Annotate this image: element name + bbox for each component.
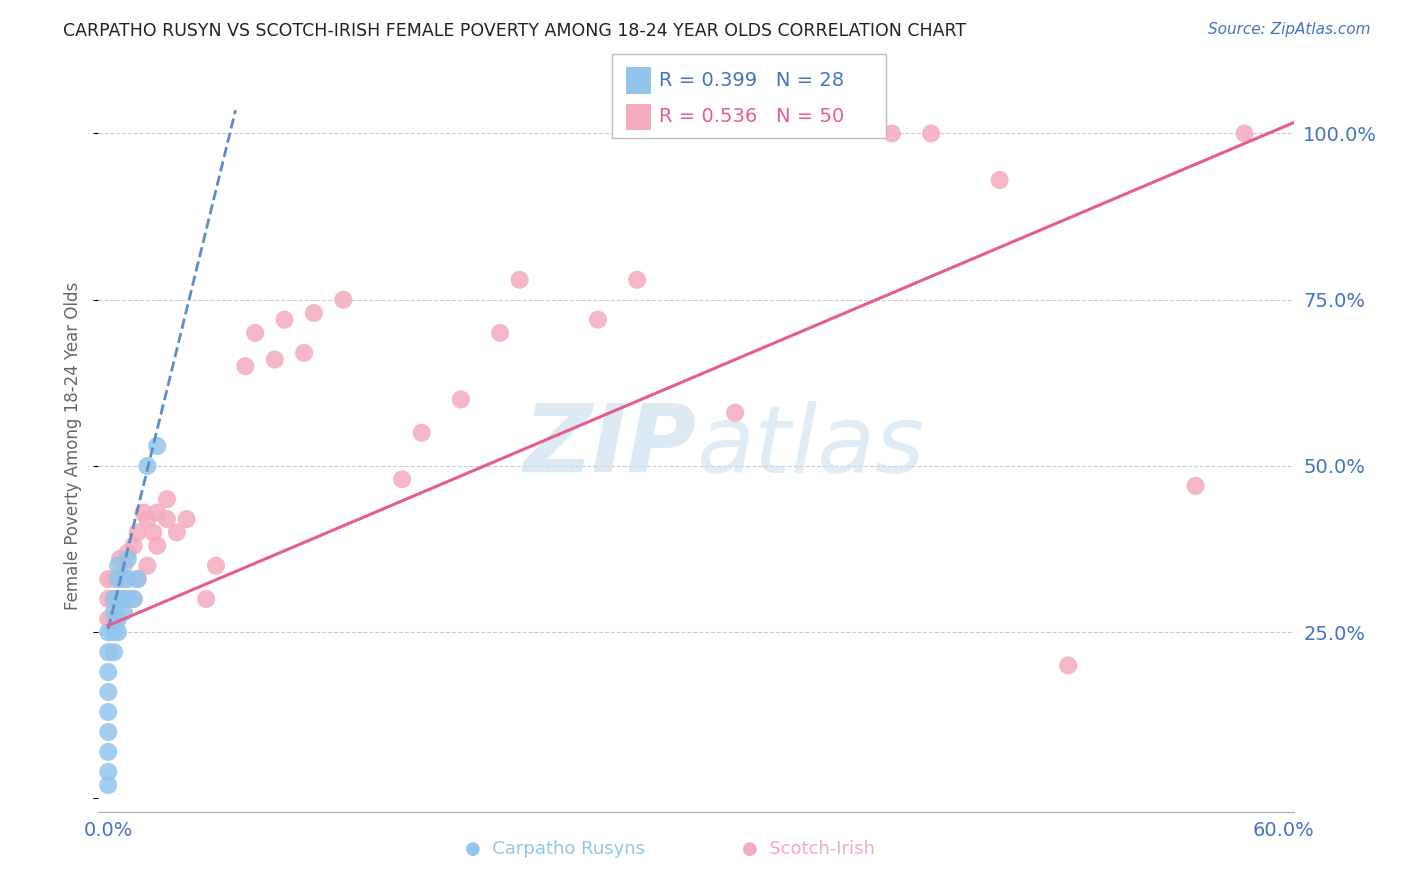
Point <box>142 525 165 540</box>
Point <box>97 591 120 606</box>
Point <box>489 326 512 340</box>
Point <box>103 572 125 586</box>
Point <box>724 406 747 420</box>
Text: CARPATHO RUSYN VS SCOTCH-IRISH FEMALE POVERTY AMONG 18-24 YEAR OLDS CORRELATION : CARPATHO RUSYN VS SCOTCH-IRISH FEMALE PO… <box>63 22 966 40</box>
Point <box>136 558 159 573</box>
Point <box>103 612 125 626</box>
Point <box>97 685 120 699</box>
Point <box>988 173 1011 187</box>
Point <box>156 492 179 507</box>
Point <box>103 605 125 619</box>
Point <box>127 572 149 586</box>
Point <box>176 512 198 526</box>
Point <box>97 645 120 659</box>
Point <box>146 539 169 553</box>
Point <box>112 572 135 586</box>
Point <box>205 558 228 573</box>
Point <box>103 591 125 606</box>
Point <box>103 625 125 640</box>
Point <box>195 591 218 606</box>
Point <box>127 525 149 540</box>
Point <box>146 506 169 520</box>
Point <box>391 472 413 486</box>
Point <box>108 572 131 586</box>
Point <box>243 326 266 340</box>
Text: atlas: atlas <box>696 401 924 491</box>
Point <box>136 512 159 526</box>
Point <box>117 552 139 566</box>
Point <box>117 572 139 586</box>
Point <box>880 127 903 141</box>
Point <box>97 572 120 586</box>
Text: ZIP: ZIP <box>523 400 696 492</box>
Point <box>273 312 295 326</box>
Point <box>117 545 139 559</box>
Point <box>127 572 149 586</box>
Point <box>107 558 129 573</box>
Point <box>332 293 354 307</box>
Point <box>146 439 169 453</box>
Y-axis label: Female Poverty Among 18-24 Year Olds: Female Poverty Among 18-24 Year Olds <box>65 282 83 610</box>
Point <box>97 665 120 679</box>
Point <box>122 591 145 606</box>
Point <box>108 552 131 566</box>
Point <box>122 591 145 606</box>
Point <box>112 605 135 619</box>
Point <box>411 425 433 440</box>
Point <box>1233 127 1256 141</box>
Point <box>509 273 531 287</box>
Point <box>302 306 325 320</box>
Text: ●  Scotch-Irish: ● Scotch-Irish <box>742 840 875 858</box>
Point <box>97 705 120 719</box>
Point <box>292 346 315 360</box>
Point <box>103 591 125 606</box>
Point <box>107 625 129 640</box>
Point <box>108 591 131 606</box>
Point <box>1184 479 1206 493</box>
Text: R = 0.399   N = 28: R = 0.399 N = 28 <box>659 71 845 90</box>
Point <box>626 273 648 287</box>
Point <box>97 764 120 779</box>
Point <box>97 725 120 739</box>
Text: ●  Carpatho Rusyns: ● Carpatho Rusyns <box>465 840 645 858</box>
Point <box>117 591 139 606</box>
Point <box>97 612 120 626</box>
Text: R = 0.536   N = 50: R = 0.536 N = 50 <box>659 107 845 127</box>
Point <box>107 572 129 586</box>
Point <box>112 558 135 573</box>
Point <box>107 591 129 606</box>
Point <box>132 506 155 520</box>
Text: Source: ZipAtlas.com: Source: ZipAtlas.com <box>1208 22 1371 37</box>
Point <box>107 612 129 626</box>
Point <box>1057 658 1080 673</box>
Point <box>920 127 942 141</box>
Point <box>122 539 145 553</box>
Point <box>263 352 285 367</box>
Point <box>235 359 257 374</box>
Point <box>97 778 120 792</box>
Point <box>103 645 125 659</box>
Point <box>156 512 179 526</box>
Point <box>117 591 139 606</box>
Point <box>450 392 472 407</box>
Point <box>112 591 135 606</box>
Point <box>166 525 188 540</box>
Point <box>97 745 120 759</box>
Point <box>112 591 135 606</box>
Point <box>586 312 609 326</box>
Point <box>97 625 120 640</box>
Point <box>136 458 159 473</box>
